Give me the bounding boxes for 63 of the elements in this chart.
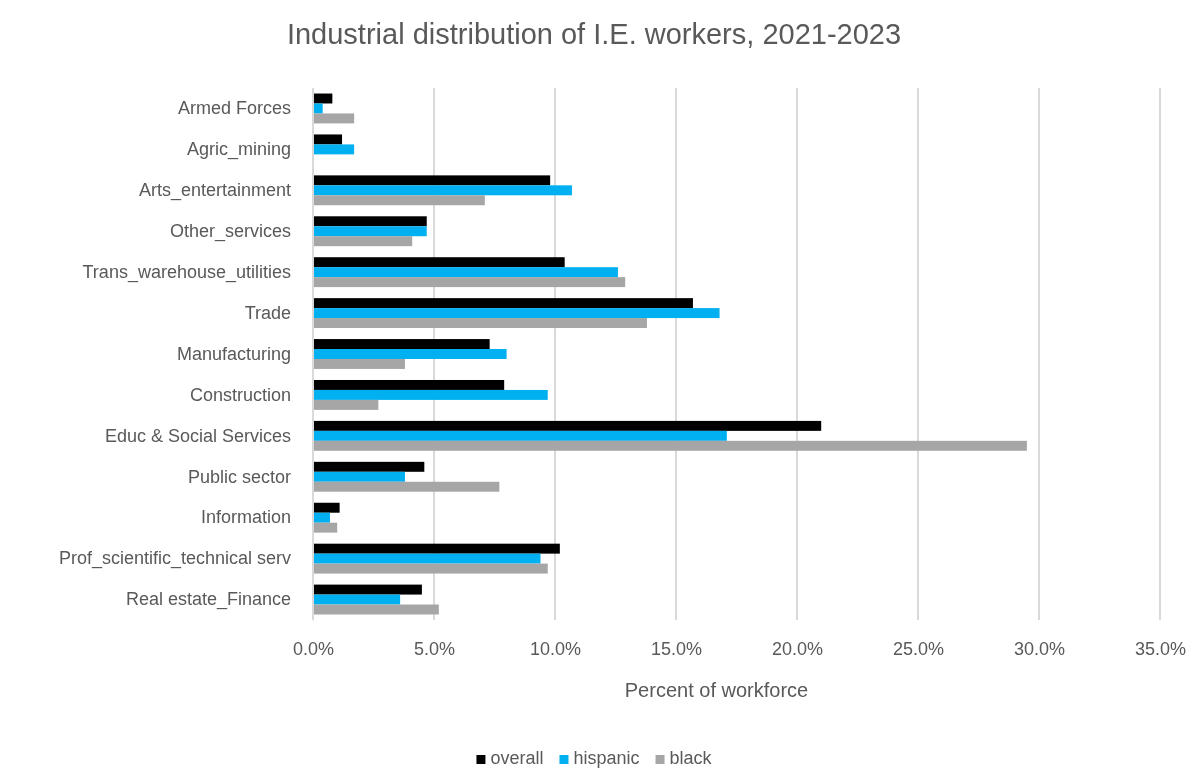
y-tick-label: Agric_mining xyxy=(186,139,291,161)
x-tick-label: 10.0% xyxy=(529,638,582,659)
bar xyxy=(313,584,422,595)
x-tick-label: 5.0% xyxy=(413,638,456,659)
y-tick-label: Armed Forces xyxy=(177,98,291,119)
bar xyxy=(313,358,405,369)
legend-label: black xyxy=(669,748,713,768)
bar xyxy=(313,318,647,329)
y-tick-label: Manufacturing xyxy=(176,343,291,364)
bar xyxy=(313,461,425,472)
bar xyxy=(313,522,338,533)
bar xyxy=(313,226,427,237)
bar xyxy=(313,308,720,319)
bar xyxy=(313,185,572,196)
bar xyxy=(313,471,405,482)
bar xyxy=(313,594,401,605)
bar xyxy=(313,512,330,523)
bar xyxy=(313,267,618,278)
bar xyxy=(313,349,507,359)
bar xyxy=(313,103,323,114)
bar xyxy=(313,144,355,155)
bar xyxy=(313,216,427,227)
y-tick-label: Other_services xyxy=(169,220,291,242)
legend-label: hispanic xyxy=(573,748,640,768)
bar xyxy=(313,604,439,615)
y-tick-label: Trans_warehouse_utilities xyxy=(82,261,291,283)
y-tick-label: Prof_scientific_technical serv xyxy=(58,548,291,570)
y-tick-label: Information xyxy=(200,507,291,528)
bar xyxy=(313,134,343,145)
x-tick-label: 25.0% xyxy=(892,638,945,659)
bar xyxy=(313,236,413,247)
bar xyxy=(313,389,548,400)
y-tick-label: Construction xyxy=(189,384,291,405)
x-tick-label: 0.0% xyxy=(292,638,335,659)
bar xyxy=(313,440,1027,451)
bar xyxy=(313,430,727,441)
bar xyxy=(313,420,822,431)
bar xyxy=(313,563,548,574)
y-tick-label: Trade xyxy=(244,302,291,323)
bar xyxy=(313,553,541,564)
bar xyxy=(313,195,485,206)
chart-title: Industrial distribution of I.E. workers, 2021-2023 xyxy=(286,18,902,50)
x-tick-label: 30.0% xyxy=(1013,638,1066,659)
bar xyxy=(313,502,340,513)
bar xyxy=(313,113,355,124)
x-tick-label: 15.0% xyxy=(650,638,703,659)
y-tick-label: Public sector xyxy=(187,466,291,487)
x-tick-label: 35.0% xyxy=(1134,638,1187,659)
y-tick-label: Real estate_Finance xyxy=(125,589,291,611)
bar xyxy=(313,257,565,268)
bar xyxy=(313,277,626,288)
bar xyxy=(313,298,693,309)
x-axis-title: Percent of workforce xyxy=(624,679,809,701)
bar xyxy=(313,175,551,186)
bar xyxy=(313,481,500,492)
bar xyxy=(313,379,505,390)
legend-label: overall xyxy=(490,748,544,768)
bar xyxy=(313,339,490,350)
y-tick-label: Educ & Social Services xyxy=(104,425,291,446)
x-tick-label: 20.0% xyxy=(771,638,824,659)
y-tick-label: Arts_entertainment xyxy=(138,180,291,202)
bar xyxy=(313,399,379,410)
bar xyxy=(313,543,560,554)
